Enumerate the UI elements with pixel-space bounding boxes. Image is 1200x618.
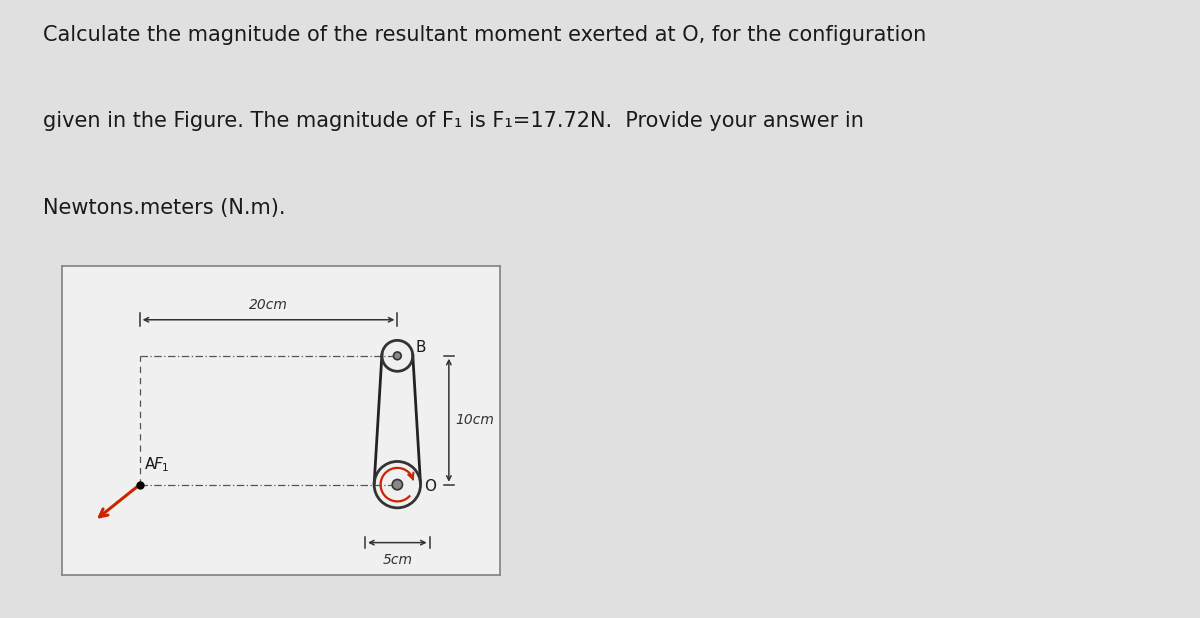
Text: Newtons.meters (N.m).: Newtons.meters (N.m). (43, 198, 286, 218)
Text: 5cm: 5cm (383, 553, 413, 567)
Text: $F_1$: $F_1$ (152, 455, 169, 474)
Text: Calculate the magnitude of the resultant moment exerted at O, for the configurat: Calculate the magnitude of the resultant… (43, 25, 926, 44)
Text: 20cm: 20cm (250, 298, 288, 312)
Circle shape (392, 480, 402, 490)
Text: given in the Figure. The magnitude of F₁ is F₁=17.72N.  Provide your answer in: given in the Figure. The magnitude of F₁… (43, 111, 864, 131)
Text: A: A (145, 457, 155, 472)
Text: O: O (425, 479, 437, 494)
Text: 10cm: 10cm (455, 413, 494, 427)
Circle shape (394, 352, 401, 360)
Text: B: B (415, 340, 426, 355)
